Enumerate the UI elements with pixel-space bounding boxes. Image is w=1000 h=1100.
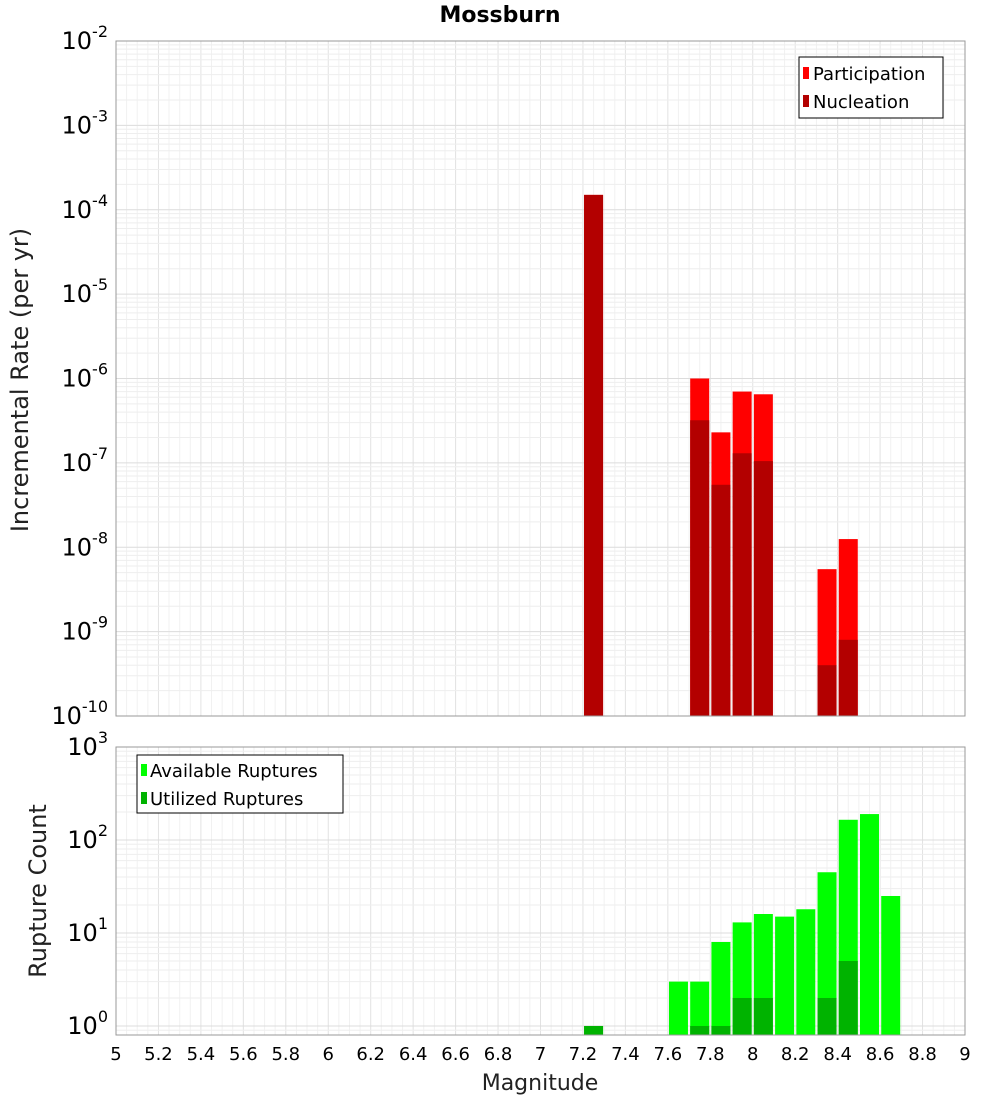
bar-nucleation	[690, 420, 710, 716]
top-legend: Participation Nucleation	[798, 56, 944, 119]
x-tick-label: 8.2	[781, 1044, 810, 1065]
top-legend-box	[798, 56, 944, 119]
bar-available-ruptures	[775, 916, 795, 1035]
x-tick-label: 7.2	[569, 1044, 598, 1065]
y-tick-label: 10-2	[62, 22, 109, 55]
y-tick-label: 10-5	[62, 275, 109, 308]
bar-nucleation	[584, 194, 604, 716]
bar-utilized-ruptures	[690, 1025, 710, 1035]
x-tick-label: 7.8	[696, 1044, 725, 1065]
top-grid	[115, 40, 966, 717]
y-tick-label: 100	[67, 1007, 108, 1040]
y-tick-label: 10-4	[62, 191, 109, 224]
bar-nucleation	[753, 461, 773, 716]
bar-available-ruptures	[690, 981, 710, 1035]
x-ticks: 5 5.2 5.4 5.6 5.8 6 6.2 6.4 6.6 6.8 7 7.2 7.4 7.6 7.8 8…	[110, 1044, 970, 1065]
x-tick-label: 8	[747, 1044, 758, 1065]
legend-label-participation: Participation	[813, 64, 925, 85]
x-tick-label: 7	[535, 1044, 546, 1065]
top-y-ticks: 10-10 10-9 10-8 10-7 10-6 10-5 10-4 10-3 10-2	[51, 22, 108, 730]
legend-swatch-participation	[803, 67, 809, 79]
bottom-legend: Available Ruptures Utilized Ruptures	[136, 754, 344, 814]
legend-swatch-utilized	[141, 792, 147, 804]
x-tick-label: 8.4	[823, 1044, 852, 1065]
x-tick-label: 5.8	[271, 1044, 300, 1065]
x-tick-label: 5.4	[187, 1044, 216, 1065]
x-tick-label: 7.4	[611, 1044, 640, 1065]
y-tick-label: 10-9	[62, 613, 109, 646]
bottom-y-axis-label: Rupture Count	[24, 804, 52, 978]
x-tick-label: 9	[959, 1044, 970, 1065]
y-tick-label: 10-3	[62, 106, 109, 139]
x-tick-label: 5	[110, 1044, 121, 1065]
top-bars	[584, 194, 858, 716]
x-tick-label: 5.6	[229, 1044, 258, 1065]
bottom-bars	[584, 814, 901, 1035]
bottom-plot-frame	[115, 746, 966, 1036]
bar-available-ruptures	[881, 895, 901, 1035]
y-tick-label: 10-8	[62, 528, 109, 561]
bar-utilized-ruptures	[817, 997, 837, 1035]
bar-utilized-ruptures	[584, 1025, 604, 1035]
top-panel: 10-10 10-9 10-8 10-7 10-6 10-5 10-4 10-3 10-2 In…	[6, 22, 966, 730]
x-tick-label: 5.2	[144, 1044, 173, 1065]
bar-available-ruptures	[668, 981, 688, 1035]
bar-utilized-ruptures	[732, 997, 752, 1035]
bar-available-ruptures	[817, 872, 837, 1035]
x-tick-label: 6.6	[441, 1044, 470, 1065]
y-tick-label: 10-7	[62, 444, 109, 477]
bar-utilized-ruptures	[838, 960, 858, 1035]
legend-label-utilized: Utilized Ruptures	[150, 789, 303, 810]
y-tick-label: 103	[67, 728, 108, 761]
bar-nucleation	[838, 639, 858, 716]
legend-label-available: Available Ruptures	[150, 761, 318, 782]
bottom-panel: 100 101 102 103 5 5.2 5.4 5.6 5.8 6 6.2 6.4 6.6 6.8 7…	[24, 728, 971, 1096]
x-tick-label: 6	[323, 1044, 334, 1065]
x-tick-label: 6.8	[484, 1044, 513, 1065]
bottom-legend-box	[136, 754, 344, 814]
x-tick-label: 8.6	[866, 1044, 895, 1065]
y-tick-label: 101	[67, 914, 108, 947]
bar-available-ruptures	[711, 942, 731, 1035]
bar-available-ruptures	[796, 909, 816, 1035]
x-tick-label: 6.2	[356, 1044, 385, 1065]
top-plot-frame	[115, 40, 966, 717]
y-tick-label: 10-10	[51, 697, 108, 730]
y-tick-label: 10-6	[62, 360, 109, 393]
x-tick-label: 6.4	[399, 1044, 428, 1065]
chart-title: Mossburn	[439, 3, 560, 28]
legend-swatch-nucleation	[803, 95, 809, 107]
bar-utilized-ruptures	[711, 1025, 731, 1035]
legend-swatch-available	[141, 764, 147, 776]
top-y-axis-label: Incremental Rate (per yr)	[6, 228, 34, 532]
x-tick-label: 7.6	[654, 1044, 683, 1065]
x-axis-label: Magnitude	[482, 1071, 599, 1096]
bar-nucleation	[711, 484, 731, 716]
bar-nucleation	[732, 453, 752, 716]
x-tick-label: 8.8	[908, 1044, 937, 1065]
bar-utilized-ruptures	[753, 997, 773, 1035]
bar-available-ruptures	[859, 814, 879, 1035]
bar-nucleation	[817, 665, 837, 716]
bottom-y-ticks: 100 101 102 103	[67, 728, 108, 1040]
legend-label-nucleation: Nucleation	[813, 92, 909, 113]
y-tick-label: 102	[67, 821, 108, 854]
